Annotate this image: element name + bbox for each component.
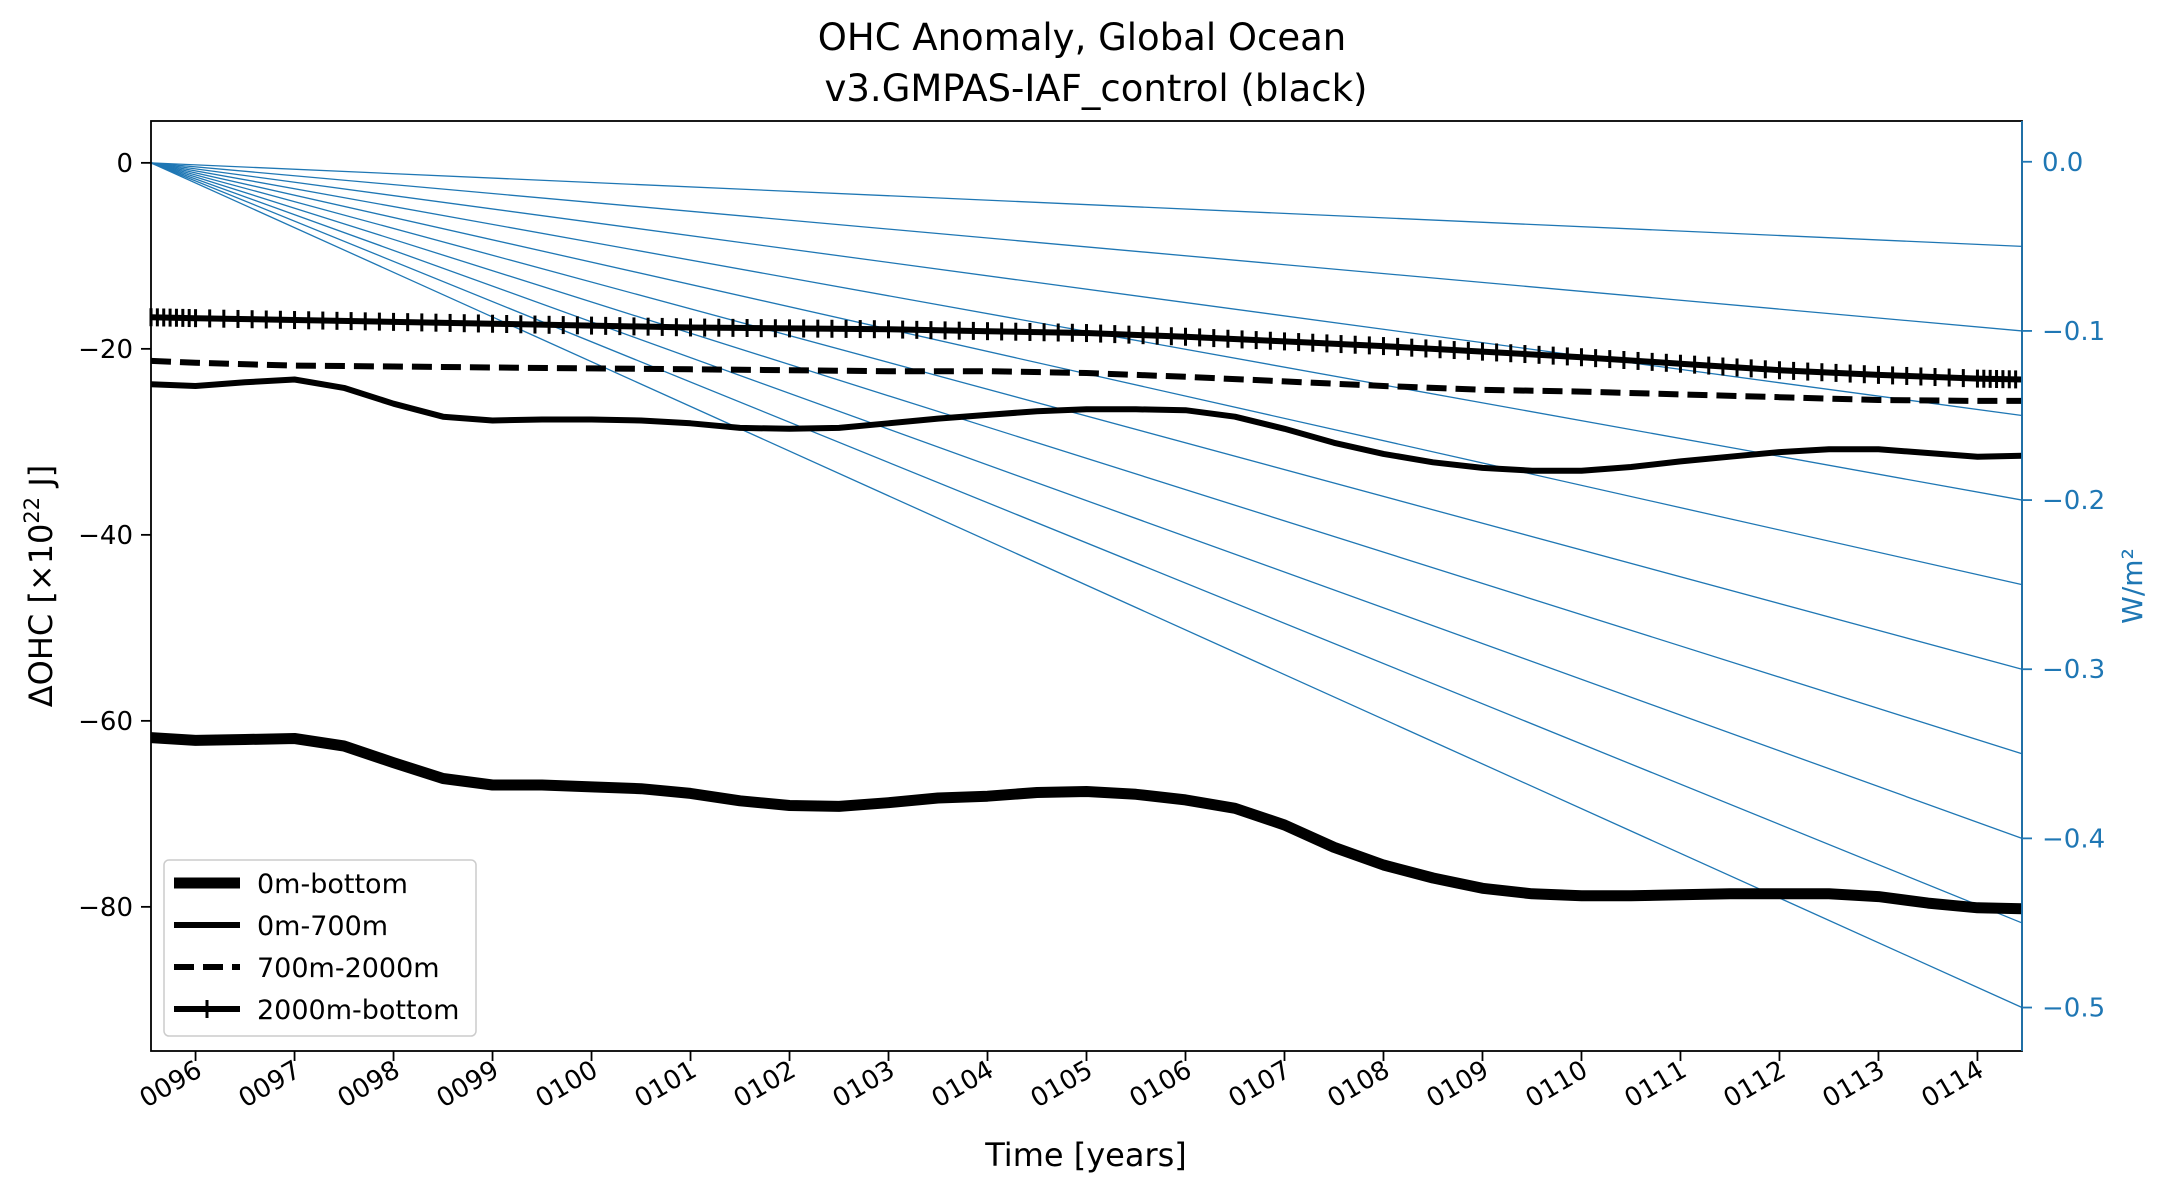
x-tick-label-0109: 0109 <box>1422 1055 1494 1114</box>
reference-line-6 <box>150 162 2023 670</box>
x-tick-label-0097: 0097 <box>234 1055 306 1114</box>
chart-title-line-2: v3.GMPAS-IAF_control (black) <box>825 67 1368 110</box>
series-line-0m-700m <box>150 376 2023 474</box>
x-tick-label-0111: 0111 <box>1620 1055 1692 1114</box>
legend-label-0m-700m: 0m-700m <box>257 911 388 942</box>
x-tick-label-0114: 0114 <box>1917 1055 1989 1114</box>
legend-box <box>163 859 477 1037</box>
chart-title-line-1: OHC Anomaly, Global Ocean <box>818 16 1347 59</box>
x-tick-label-0098: 0098 <box>333 1055 405 1114</box>
x-tick-label-0101: 0101 <box>630 1055 702 1114</box>
y2-axis-label: W/m² <box>2116 548 2149 624</box>
x-tick-label-0110: 0110 <box>1521 1055 1593 1114</box>
y2-tick-label--0.4: −0.4 <box>2042 824 2105 854</box>
y2-tick-label--0.3: −0.3 <box>2042 655 2105 685</box>
y-axis-label-main: ΔOHC [×10 <box>22 524 60 708</box>
y-axis-left: 0 −20 −40 −60 −80 <box>78 149 151 923</box>
legend-label-2000m-bottom: 2000m-bottom <box>257 995 459 1026</box>
x-tick-label-0112: 0112 <box>1719 1055 1791 1114</box>
reference-line-7 <box>150 162 2023 755</box>
y-tick-label-0: 0 <box>116 149 133 179</box>
x-tick-label-0100: 0100 <box>531 1055 603 1114</box>
x-axis: 0096 0097 0098 0099 0100 0101 0102 0103 0104 0105… <box>135 1051 1989 1114</box>
y-axis-label-exponent: 22 <box>20 497 44 524</box>
x-tick-label-0104: 0104 <box>927 1055 999 1114</box>
x-axis-label: Time [years] <box>984 1136 1187 1174</box>
series-lines <box>149 308 2023 915</box>
reference-line-1 <box>150 162 2023 247</box>
series-line-0m-bottom <box>150 732 2023 915</box>
reference-line-8 <box>150 162 2023 839</box>
x-tick-label-0105: 0105 <box>1026 1055 1098 1114</box>
y-tick-label--20: −20 <box>78 335 133 365</box>
x-tick-label-0113: 0113 <box>1818 1055 1890 1114</box>
y-tick-label--60: −60 <box>78 707 133 737</box>
x-tick-label-0106: 0106 <box>1125 1055 1197 1114</box>
reference-line-9 <box>150 162 2023 924</box>
series-line-700m-2000m <box>150 357 2022 404</box>
x-tick-label-0099: 0099 <box>432 1055 504 1114</box>
x-tick-label-0102: 0102 <box>729 1055 801 1114</box>
legend-label-700m-2000m: 700m-2000m <box>257 953 440 984</box>
reference-line-2 <box>150 162 2023 332</box>
x-tick-label-0103: 0103 <box>828 1055 900 1114</box>
y-tick-label--80: −80 <box>78 893 133 923</box>
y2-tick-label--0.1: −0.1 <box>2042 317 2105 347</box>
x-tick-label-0108: 0108 <box>1323 1055 1395 1114</box>
y2-tick-label-0: 0.0 <box>2042 148 2083 178</box>
x-tick-label-0107: 0107 <box>1224 1055 1296 1114</box>
x-tick-label-0096: 0096 <box>135 1055 207 1114</box>
legend-label-0m-bottom: 0m-bottom <box>257 869 408 900</box>
y-axis-label: ΔOHC [×1022 J] <box>20 465 60 708</box>
y-axis-label-unit: J] <box>22 465 60 497</box>
y-axis-right: 0.0 −0.1 −0.2 −0.3 −0.4 −0.5 <box>2022 148 2105 1024</box>
y2-tick-label--0.2: −0.2 <box>2042 486 2105 516</box>
y-tick-label--40: −40 <box>78 521 133 551</box>
legend: 0m-bottom 0m-700m 700m-2000m 2000m-botto… <box>163 859 477 1037</box>
y2-tick-label--0.5: −0.5 <box>2042 994 2105 1024</box>
reference-line-10 <box>150 162 2023 1009</box>
